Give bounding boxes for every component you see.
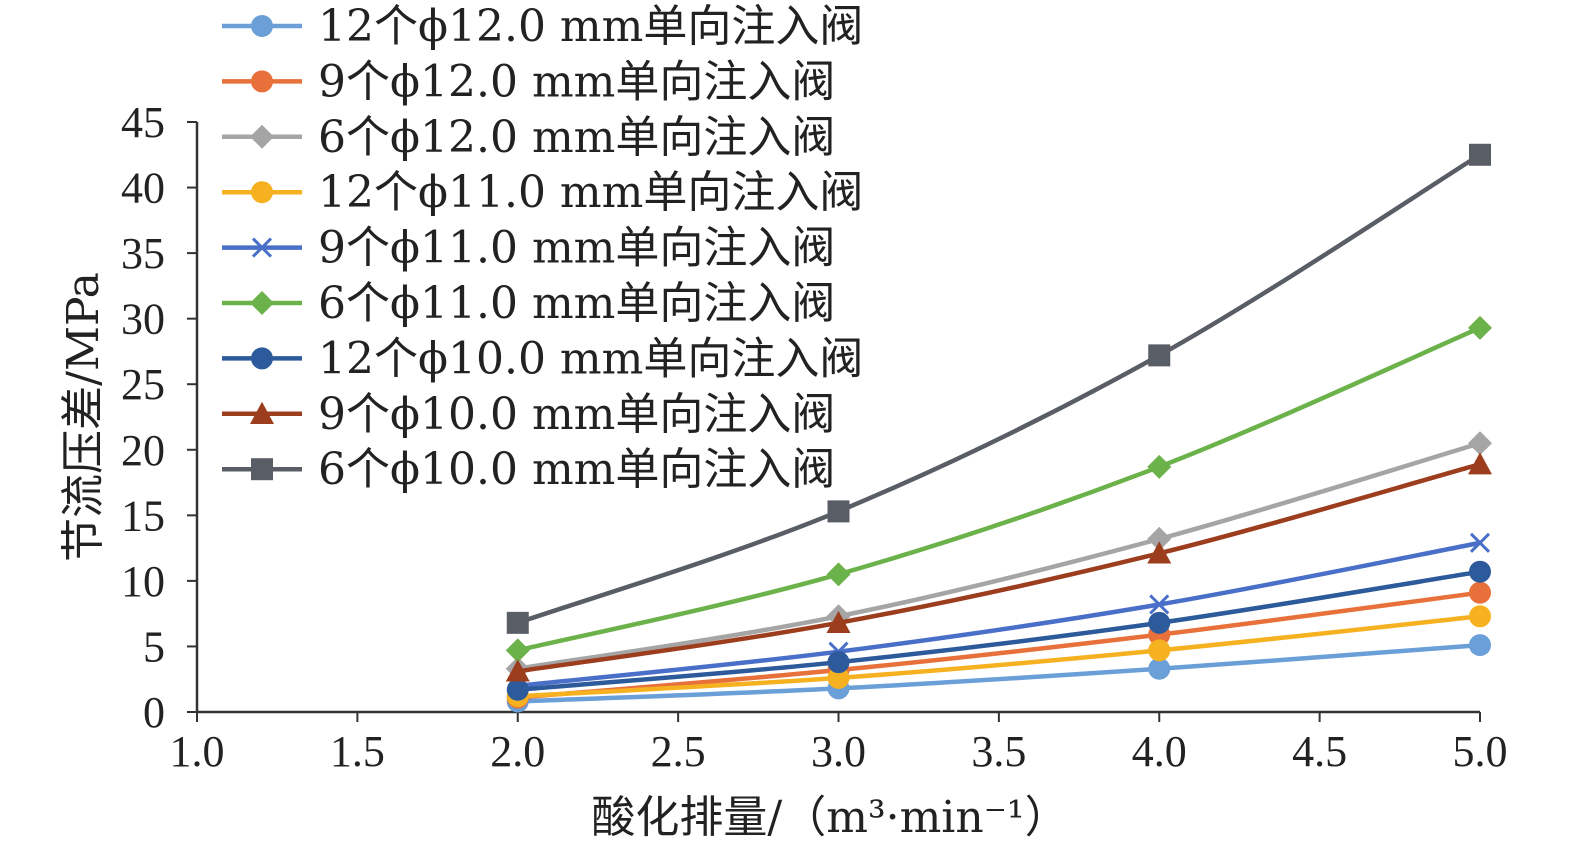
x-tick-label: 1.5 xyxy=(330,727,385,776)
data-point xyxy=(1148,611,1171,634)
data-point xyxy=(1147,541,1172,564)
legend-label: 6个ϕ12.0 mm单向注入阀 xyxy=(318,112,835,163)
series-line xyxy=(517,614,1481,699)
data-point xyxy=(1147,454,1172,479)
x-tick-label: 2.5 xyxy=(651,727,706,776)
data-point xyxy=(506,678,529,701)
y-ticks: 0 5 10 15 20 25 30 35 40 45 xyxy=(121,98,197,737)
x-tick-label: 4.5 xyxy=(1292,727,1347,776)
legend-label: 12个ϕ11.0 mm单向注入阀 xyxy=(318,167,863,218)
data-point xyxy=(506,611,529,634)
series-line xyxy=(517,441,1481,671)
x-tick-label: 1.0 xyxy=(170,727,225,776)
series-line xyxy=(517,569,1481,692)
legend-label: 6个ϕ11.0 mm单向注入阀 xyxy=(318,278,835,329)
data-point xyxy=(827,666,850,689)
data-point xyxy=(1469,581,1491,604)
y-tick-label: 30 xyxy=(121,295,165,344)
series-line xyxy=(517,590,1481,700)
series-line xyxy=(517,642,1481,704)
legend-marker xyxy=(251,70,273,93)
y-axis-title: 节流压差/MPa xyxy=(58,272,109,562)
legend-marker xyxy=(251,237,273,258)
legend-item: 6个ϕ12.0 mm单向注入阀 xyxy=(222,112,835,163)
legend-marker xyxy=(251,15,273,37)
legend-item: 6个ϕ10.0 mm单向注入阀 xyxy=(222,444,835,495)
data-point xyxy=(1148,639,1171,662)
y-tick-label: 40 xyxy=(121,164,165,213)
legend-label: 12个ϕ10.0 mm单向注入阀 xyxy=(318,333,863,384)
legend-item: 12个ϕ10.0 mm单向注入阀 xyxy=(222,333,863,384)
series-line xyxy=(517,540,1481,689)
legend-marker xyxy=(251,347,273,370)
data-point xyxy=(826,562,851,587)
data-point xyxy=(505,659,530,682)
data-point xyxy=(1148,657,1171,680)
legend-marker xyxy=(250,401,274,424)
legend-label: 9个ϕ10.0 mm单向注入阀 xyxy=(318,389,835,440)
legend-label: 9个ϕ11.0 mm单向注入阀 xyxy=(318,223,835,274)
legend-marker xyxy=(250,124,274,149)
series-6 xyxy=(505,315,1492,663)
data-point xyxy=(1148,344,1171,367)
x-tick-label: 2.0 xyxy=(490,727,545,776)
data-point xyxy=(827,500,850,523)
data-point xyxy=(1469,605,1491,628)
data-point xyxy=(1468,452,1492,475)
y-tick-label: 25 xyxy=(121,360,165,409)
series-8 xyxy=(505,452,1492,682)
legend-marker xyxy=(251,181,273,204)
legend-label: 12个ϕ12.0 mm单向注入阀 xyxy=(318,1,863,52)
data-point xyxy=(1469,560,1491,583)
series-line xyxy=(517,152,1482,625)
series-line xyxy=(517,462,1481,674)
legend-marker xyxy=(250,291,274,315)
data-point xyxy=(1468,315,1492,340)
legend-item: 9个ϕ12.0 mm单向注入阀 xyxy=(222,56,835,107)
series-layer xyxy=(505,143,1492,713)
data-point xyxy=(1469,143,1491,166)
series-line xyxy=(517,325,1481,653)
y-tick-label: 5 xyxy=(143,622,165,671)
data-point xyxy=(1147,526,1172,551)
series-7 xyxy=(506,560,1491,701)
data-point xyxy=(1469,634,1491,657)
x-axis-title: 酸化排量/（m³·min⁻¹） xyxy=(591,792,1068,843)
legend-label: 6个ϕ10.0 mm单向注入阀 xyxy=(318,444,835,495)
data-point xyxy=(1468,431,1492,456)
legend-marker xyxy=(251,458,273,481)
y-tick-label: 20 xyxy=(121,426,165,475)
legend-item: 9个ϕ10.0 mm单向注入阀 xyxy=(222,389,835,440)
legend-item: 12个ϕ12.0 mm单向注入阀 xyxy=(222,1,863,52)
data-point xyxy=(505,638,530,663)
data-point xyxy=(827,651,850,674)
data-point xyxy=(1469,532,1491,553)
y-tick-label: 0 xyxy=(143,688,165,737)
x-tick-label: 5.0 xyxy=(1453,727,1508,776)
series-9 xyxy=(506,143,1491,634)
series-5 xyxy=(507,532,1491,696)
legend-item: 12个ϕ11.0 mm单向注入阀 xyxy=(222,167,863,218)
data-point xyxy=(826,610,851,634)
legend-item: 9个ϕ11.0 mm单向注入阀 xyxy=(222,223,835,274)
legend-label: 9个ϕ12.0 mm单向注入阀 xyxy=(318,56,835,107)
y-tick-label: 15 xyxy=(121,491,165,540)
y-tick-label: 10 xyxy=(121,557,165,606)
x-tick-label: 3.0 xyxy=(811,727,866,776)
x-tick-label: 4.0 xyxy=(1132,727,1187,776)
data-point xyxy=(1149,594,1170,615)
y-tick-label: 35 xyxy=(121,229,165,278)
y-tick-label: 45 xyxy=(121,98,165,147)
legend-item: 6个ϕ11.0 mm单向注入阀 xyxy=(222,278,835,329)
x-tick-label: 3.5 xyxy=(971,727,1026,776)
x-ticks: 1.0 1.5 2.0 2.5 3.0 3.5 4.0 4.5 5.0 xyxy=(170,712,1508,776)
